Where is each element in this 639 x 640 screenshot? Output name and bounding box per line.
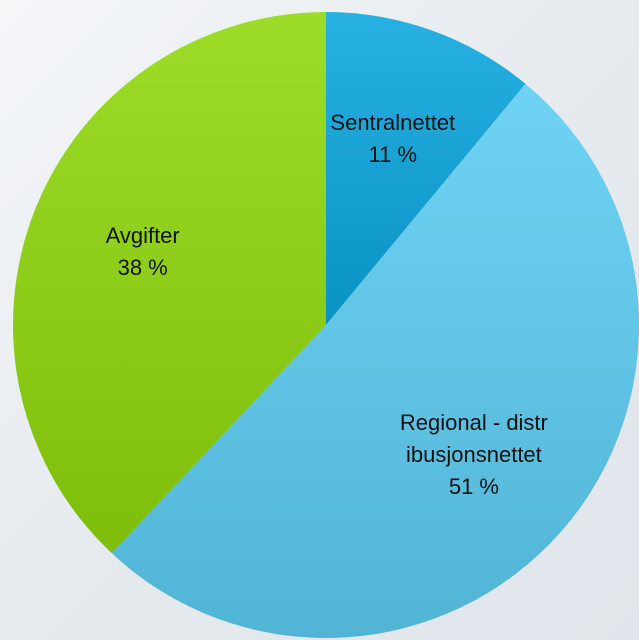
value-label: 51 % [448,474,499,500]
value-label: 38 % [117,255,168,281]
slice-label: Avgifter 38 % [58,182,228,322]
slice-label-box: Avgifter 38 % [58,182,228,322]
slice-label: Sentralnettet 11 % [308,69,478,209]
slice-shade [12,12,326,554]
slice-label-box: Sentralnettet 11 % [308,69,478,209]
value-label: 11 % [368,142,418,168]
slice-label: Regional - distribusjonsnettet 51 % [389,385,559,525]
slice-shade [326,12,526,325]
slice-shade [111,83,639,638]
category-label: Regional - distribusjonsnettet [399,410,548,468]
category-label: Sentralnettet [330,110,456,136]
slice-label-box: Regional - distribusjonsnettet 51 % [389,385,559,525]
category-label: Avgifter [105,223,180,249]
